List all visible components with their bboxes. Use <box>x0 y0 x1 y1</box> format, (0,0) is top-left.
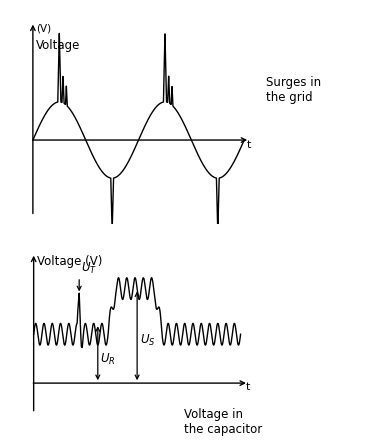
Text: t: t <box>247 140 251 151</box>
Text: (V): (V) <box>36 24 51 34</box>
Text: Voltage in
the capacitor: Voltage in the capacitor <box>184 408 263 435</box>
Text: t: t <box>246 382 250 392</box>
Text: Voltage (V): Voltage (V) <box>37 255 102 268</box>
Text: $U_S$: $U_S$ <box>140 333 156 348</box>
Text: Voltage: Voltage <box>36 39 80 52</box>
Text: $U_T$: $U_T$ <box>81 261 97 276</box>
Text: $U_R$: $U_R$ <box>100 352 115 367</box>
Text: Surges in
the grid: Surges in the grid <box>266 76 321 103</box>
